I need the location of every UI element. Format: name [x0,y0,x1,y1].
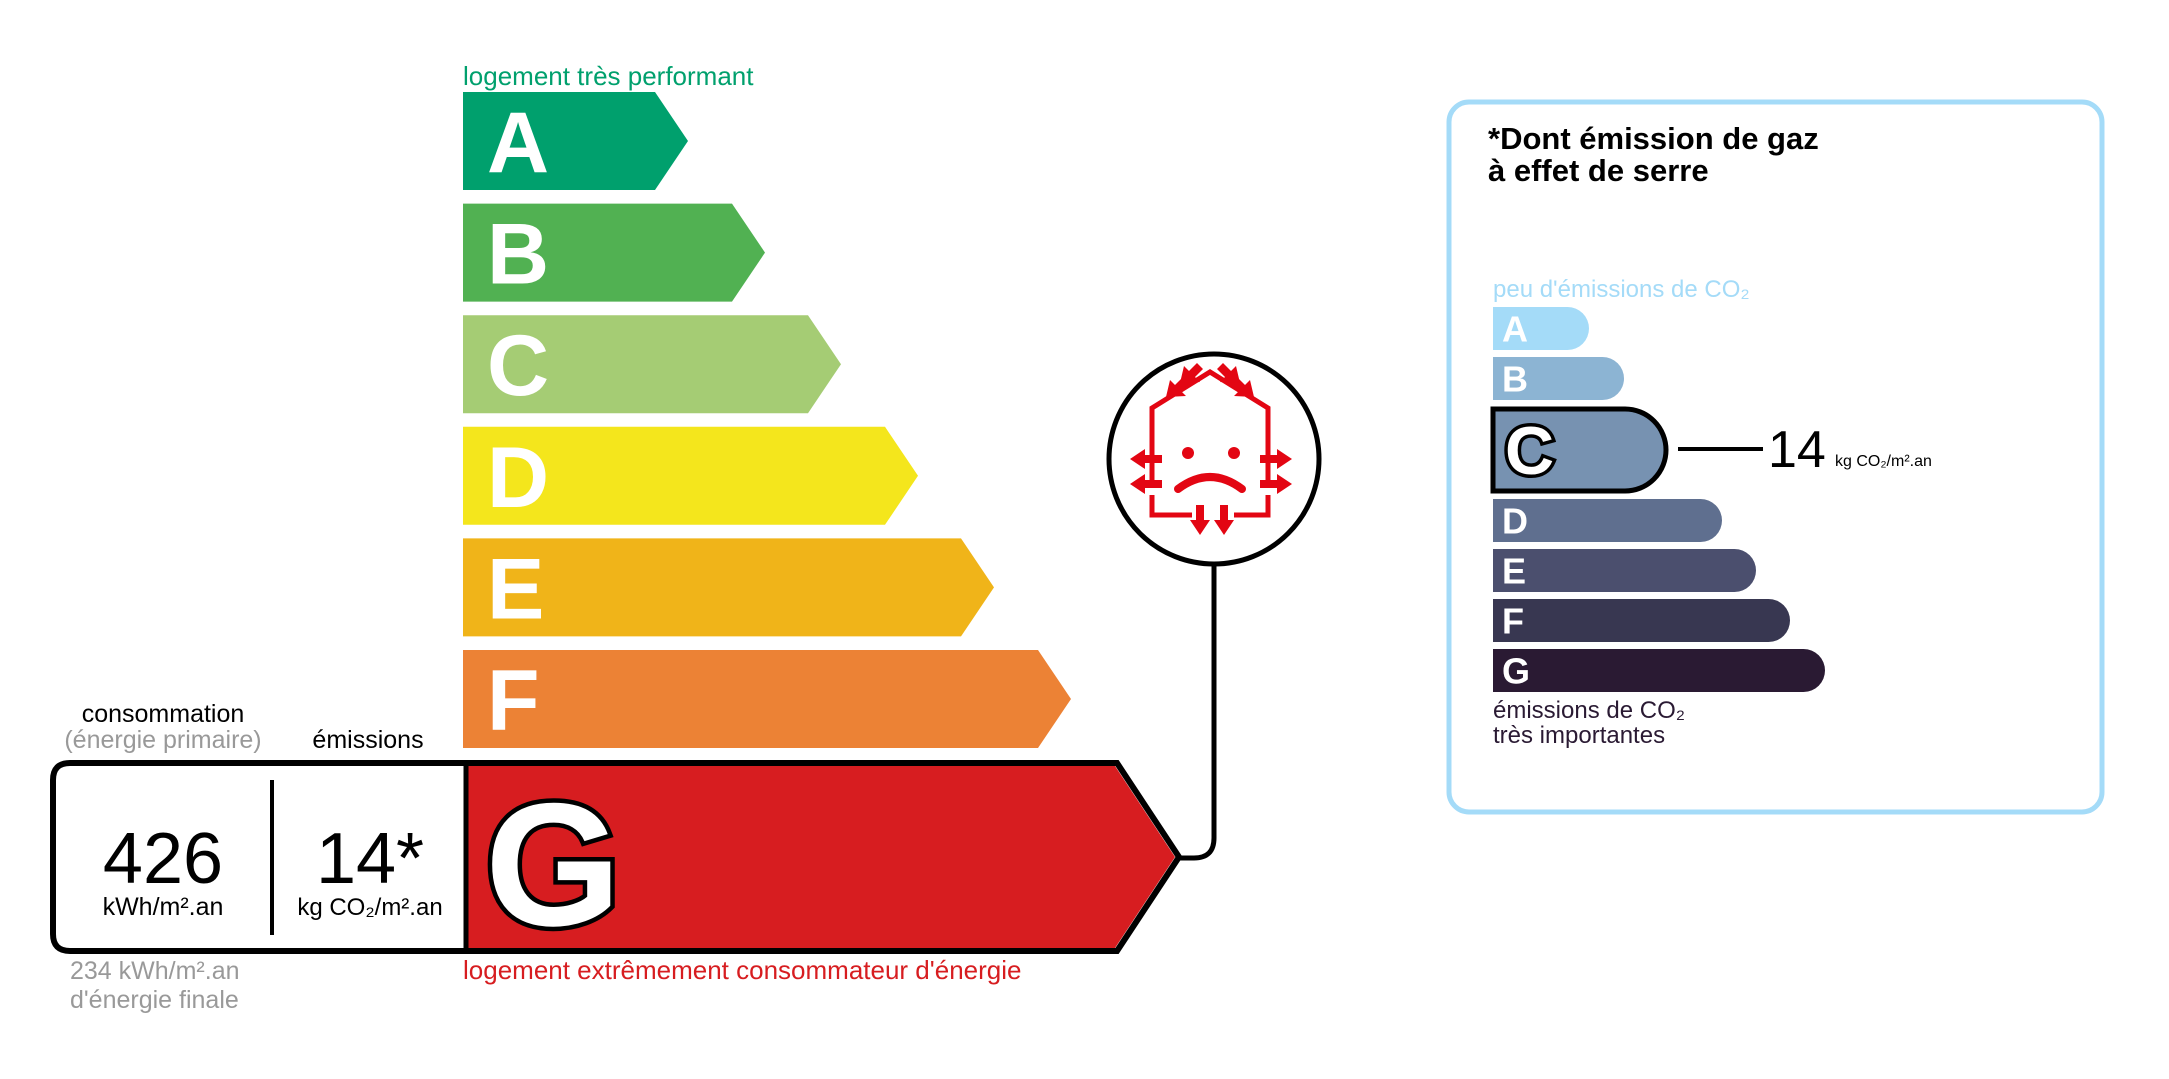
ges-class-letter: E [1502,551,1526,592]
final-energy-value: 234 kWh/m².an [70,957,240,985]
ges-class-bar-g [1493,649,1825,692]
ges-class-letter: A [1502,309,1528,350]
dpe-bottom-label: logement extrêmement consommateur d'éner… [463,955,1021,985]
consumption-unit: kWh/m².an [103,893,224,921]
ges-class-bar-a [1493,307,1589,350]
dpe-class-letter: C [487,318,549,414]
emissions-unit: kg CO₂/m².an [297,894,442,921]
ges-value: 14 [1768,421,1826,479]
house-heat-loss-sad-icon [1106,351,1322,567]
dpe-top-label: logement très performant [463,61,754,91]
emissions-value: 14* [316,819,424,899]
dpe-class-bar-b [463,203,765,302]
ges-class-bar-d [1493,499,1722,542]
ges-class-bar-b [1493,357,1624,400]
ges-title-line2: à effet de serre [1488,153,1709,188]
dpe-class-bar-a [463,92,688,190]
dpe-class-letter: F [487,653,540,749]
emissions-header: émissions [312,726,423,754]
ges-top-label: peu d'émissions de CO₂ [1493,276,1750,303]
ges-class-bar-c [1490,406,1669,494]
ges-class-letter: G [1502,651,1530,692]
consumption-subheader: (énergie primaire) [64,726,261,754]
dpe-class-bar-e [463,538,994,637]
consumption-value: 426 [103,819,223,899]
ges-class-bar-e [1493,549,1756,592]
ges-title-line1: *Dont émission de gaz [1488,121,1819,156]
dpe-class-bar-f [463,650,1071,748]
dpe-class-letter: D [487,430,549,526]
ges-bottom-label-line1: émissions de CO₂ [1493,697,1685,724]
ges-class-letter: F [1502,601,1524,642]
ges-class-letter: B [1502,359,1528,400]
dpe-current-class-letter: G [485,768,621,963]
dpe-current-class-bar [466,766,1175,948]
ges-unit: kg CO₂/m².an [1835,453,1932,470]
dpe-class-letter: A [487,95,549,191]
ges-bottom-label-line2: très importantes [1493,722,1665,749]
ges-class-letter: C [1505,413,1554,489]
dpe-class-bar-c [463,315,841,414]
consumption-header: consommation [82,700,245,728]
ges-class-bar-f [1493,599,1790,642]
dpe-class-bar-d [463,426,918,525]
ges-class-letter: D [1502,501,1528,542]
dpe-class-letter: E [487,541,544,637]
dpe-class-letter: B [487,207,549,303]
icon-connector [1179,565,1217,861]
final-energy-label: d'énergie finale [70,986,239,1014]
